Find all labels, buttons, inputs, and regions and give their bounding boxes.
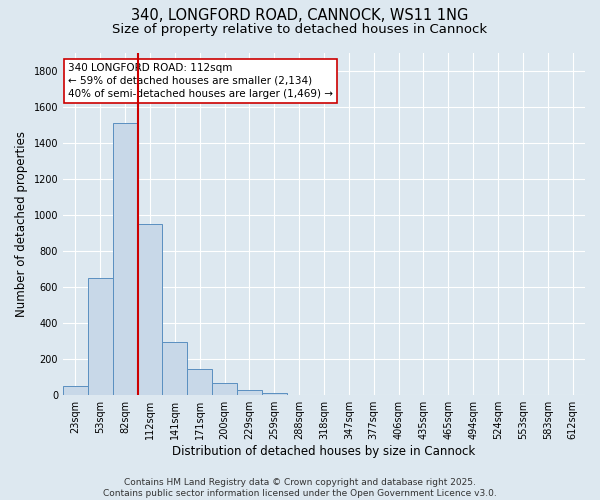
Bar — [137, 224, 163, 394]
Bar — [262, 393, 287, 394]
Bar — [237, 390, 262, 394]
Bar — [88, 278, 113, 394]
Text: 340 LONGFORD ROAD: 112sqm
← 59% of detached houses are smaller (2,134)
40% of se: 340 LONGFORD ROAD: 112sqm ← 59% of detac… — [68, 63, 333, 99]
Y-axis label: Number of detached properties: Number of detached properties — [15, 130, 28, 316]
Text: Size of property relative to detached houses in Cannock: Size of property relative to detached ho… — [112, 22, 488, 36]
Bar — [163, 342, 187, 394]
X-axis label: Distribution of detached houses by size in Cannock: Distribution of detached houses by size … — [172, 444, 476, 458]
Bar — [212, 383, 237, 394]
Bar — [187, 370, 212, 394]
Bar — [63, 386, 88, 394]
Text: 340, LONGFORD ROAD, CANNOCK, WS11 1NG: 340, LONGFORD ROAD, CANNOCK, WS11 1NG — [131, 8, 469, 22]
Bar — [113, 122, 137, 394]
Text: Contains HM Land Registry data © Crown copyright and database right 2025.
Contai: Contains HM Land Registry data © Crown c… — [103, 478, 497, 498]
